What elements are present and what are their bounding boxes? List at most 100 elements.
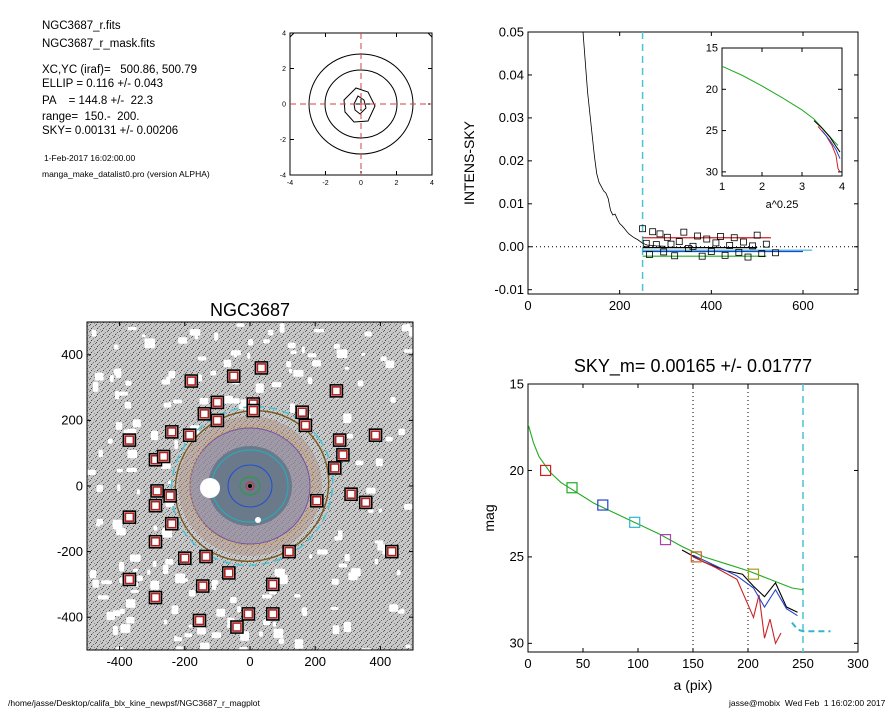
mask-blank: [107, 438, 113, 444]
intens-point: [721, 251, 729, 259]
contour-panel: -4 -2 0 2 4 4 2 0 -2 -4: [280, 30, 434, 187]
mask-blank: [286, 361, 292, 368]
mask-blank: [361, 352, 366, 356]
mask-blank: [137, 575, 143, 581]
star-mask-inner: [232, 622, 242, 632]
mask-blank: [91, 329, 97, 337]
contour-xtick-label: 2: [395, 180, 399, 187]
contour-ytick-label: 2: [282, 66, 286, 73]
inset-xtick-label: 3: [799, 181, 805, 193]
star-mask-inner: [329, 463, 340, 473]
contour-inner: [343, 87, 376, 123]
star-mask-box: [199, 549, 213, 564]
mask-blank: [165, 558, 174, 565]
mask-blank: [136, 489, 140, 495]
star-mask-inner: [224, 568, 234, 578]
mask-blank: [355, 460, 364, 466]
mask-blank: [163, 402, 170, 408]
star-mask-inner: [212, 397, 223, 408]
star-mask-box: [222, 566, 236, 580]
masked-stars: [122, 361, 399, 634]
mag-square: [690, 551, 702, 563]
mask-blank: [109, 374, 114, 383]
mask-blank: [307, 377, 313, 384]
mask-blank: [314, 329, 325, 333]
info-program: manga_make_datalist0.pro (version ALPHA): [42, 169, 210, 179]
mask-blank: [332, 625, 340, 635]
image-xtick-label: -200: [172, 654, 198, 669]
mag-ylabel: mag: [481, 504, 497, 531]
intens-point: [685, 245, 692, 252]
intens-point: [758, 250, 766, 258]
mask-blank: [288, 368, 293, 374]
image-xtick-label: 200: [304, 654, 326, 669]
mask-blank: [94, 372, 104, 381]
star-mask-inner: [300, 420, 311, 431]
intens-point: [689, 242, 697, 250]
info-range: range= 150.- 200.: [42, 111, 140, 123]
intens-point: [698, 252, 706, 260]
mask-blank: [331, 578, 339, 585]
star-mask-box: [148, 534, 163, 549]
mask-blank: [278, 638, 284, 644]
mask-blank: [396, 570, 401, 576]
mask-blank: [248, 339, 254, 346]
mask-blank: [117, 484, 121, 492]
mask-blank: [232, 398, 240, 404]
mask-blank: [346, 433, 353, 439]
mask-blank: [262, 594, 272, 599]
contour-xtick-label: 4: [430, 180, 434, 187]
intens-point: [717, 233, 724, 240]
mag-series-line: [528, 423, 804, 591]
intens-point: [707, 248, 715, 255]
intens-point: [639, 225, 646, 233]
star-mask-box: [210, 413, 225, 428]
image-panel: NGC3687 -400 -200 0 200 400 400 200 0 -200: [57, 300, 414, 669]
mag-square: [566, 482, 578, 494]
mask-blank: [344, 366, 350, 370]
intens-ytick-label: 0.01: [499, 196, 524, 211]
star-mask-box: [241, 607, 256, 621]
contour-core: [353, 95, 367, 115]
mask-blank: [118, 561, 125, 572]
mask-blank: [377, 542, 384, 551]
mag-panel: SKY_m= 0.00165 +/- 0.01777 mag a (pix) 0…: [481, 356, 869, 693]
mask-blank: [309, 553, 313, 559]
mask-blank: [404, 504, 413, 510]
star-mask-box: [122, 572, 137, 587]
mask-blank: [378, 508, 383, 513]
masked-regions: [87, 323, 413, 650]
star-mask-inner: [150, 536, 161, 547]
mask-blank: [239, 646, 248, 650]
star-mask-box: [336, 448, 350, 462]
mask-blank: [380, 356, 387, 361]
mask-blank: [237, 605, 241, 613]
corner-marks: [289, 32, 433, 38]
mask-blank: [126, 428, 131, 434]
star-mask-inner: [331, 386, 342, 396]
star-mask-box: [197, 407, 212, 421]
intens-point: [675, 238, 683, 246]
mag-square: [659, 534, 672, 546]
intens-series: [642, 237, 813, 257]
mask-blank: [409, 327, 413, 337]
star-mask-box: [148, 498, 163, 513]
mask-blank: [290, 350, 297, 355]
intens-point: [663, 233, 671, 241]
inset-xtick-label: 2: [759, 181, 765, 193]
mask-blank: [273, 628, 284, 638]
intens-point: [735, 248, 743, 256]
star-mask-inner: [360, 497, 371, 508]
star-mask-box: [358, 495, 373, 510]
mask-blank: [141, 334, 146, 338]
mag-xtick-label: 250: [792, 656, 814, 671]
mask-blank: [125, 380, 132, 386]
star-mask-inner: [166, 518, 177, 529]
intens-ticks: 0 200 400 600 0.05 0.04 0.03 0.02 0.01 0.00 -0.01: [494, 24, 858, 313]
mask-blank: [171, 605, 179, 615]
mask-blank: [385, 360, 395, 369]
intens-ytick-label: 0.04: [499, 67, 524, 82]
info-file: NGC3687_r.fits: [42, 20, 121, 32]
mask-blank: [173, 399, 183, 404]
